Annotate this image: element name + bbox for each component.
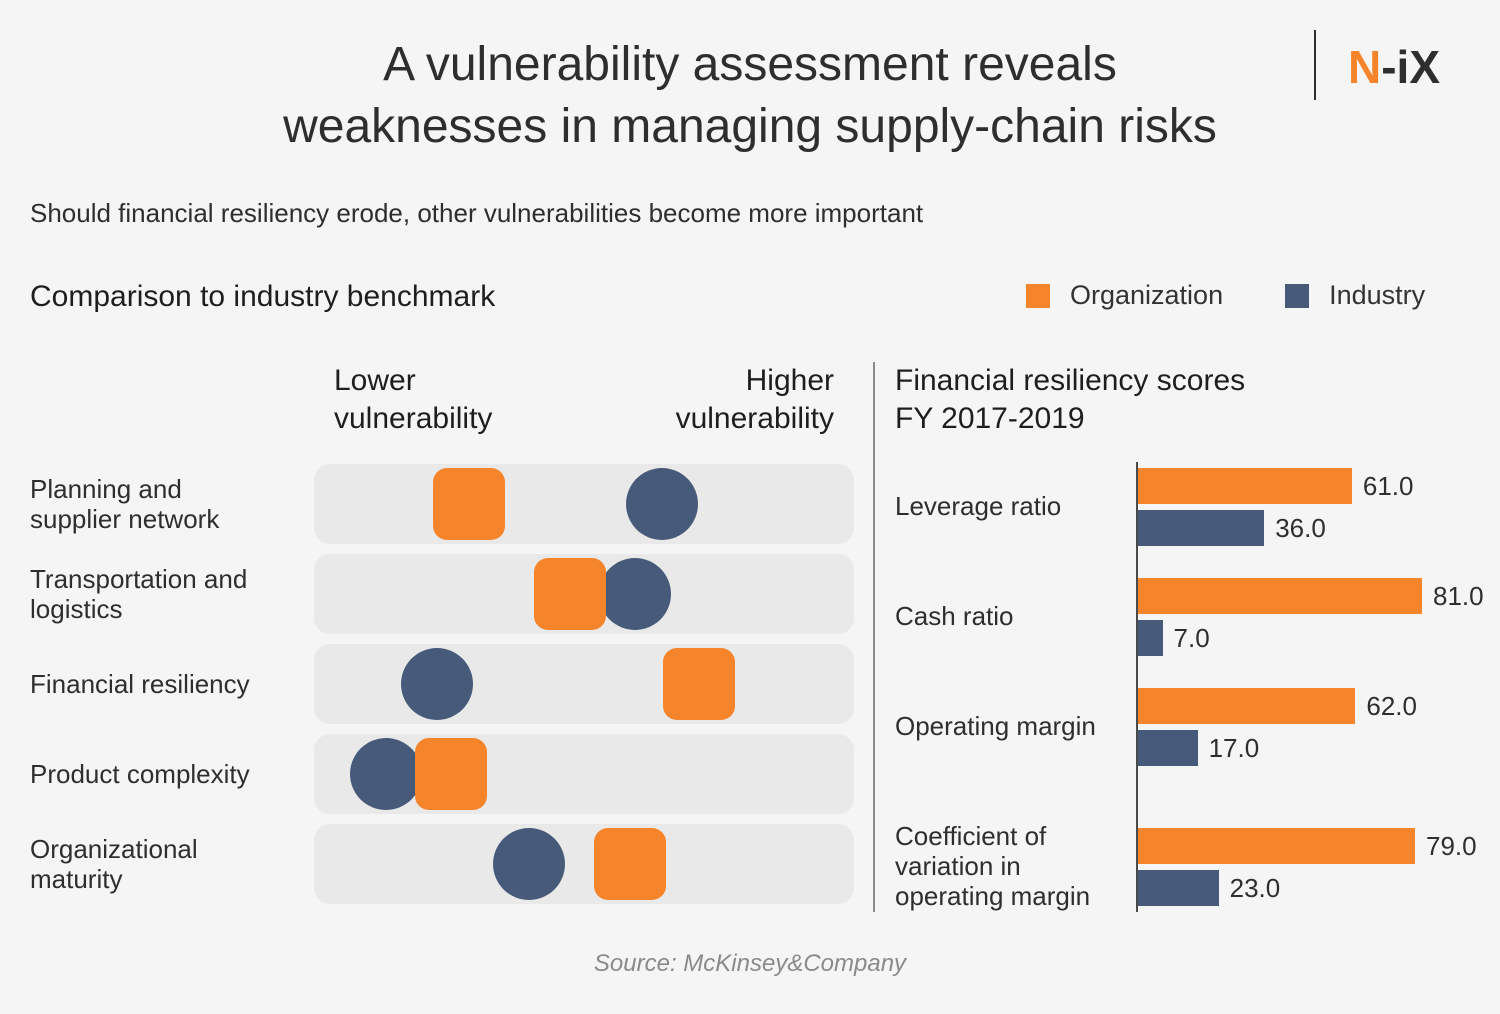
chart-divider bbox=[873, 362, 875, 912]
chart-title-line-2: weaknesses in managing supply-chain risk… bbox=[283, 100, 1217, 153]
row-label-transportation-and-logistics: Transportation and logistics bbox=[30, 564, 247, 624]
row-track-product-complexity bbox=[314, 734, 854, 814]
organization-marker-organizational-maturity bbox=[594, 828, 666, 900]
chart-title-line-1: A vulnerability assessment reveals bbox=[383, 38, 1117, 91]
source-note: Source: McKinsey&Company bbox=[593, 950, 907, 977]
legend-item-organization: Organization bbox=[1026, 280, 1223, 311]
row-label-planning-and-supplier-network: Planning and supplier network bbox=[30, 474, 219, 534]
axis-label-lower-line-2: vulnerability bbox=[334, 402, 493, 435]
axis-label-higher-vulnerability: Higher vulnerability bbox=[600, 362, 834, 438]
row-label-organizational-maturity: Organizational maturity bbox=[30, 834, 198, 894]
legend-item-industry: Industry bbox=[1285, 280, 1425, 311]
industry-marker-transportation-and-logistics bbox=[598, 558, 671, 630]
row-label-financial-resiliency: Financial resiliency bbox=[30, 669, 250, 699]
organization-bar-coefficient-of-variation-in-operating-margin bbox=[1138, 828, 1415, 864]
axis-label-lower-line-1: Lower bbox=[334, 364, 416, 397]
row-track-planning-and-supplier-network bbox=[314, 464, 854, 544]
organization-marker-financial-resiliency bbox=[663, 648, 735, 720]
row-label-line: Product complexity bbox=[30, 759, 250, 789]
row-label-line: maturity bbox=[30, 864, 123, 894]
organization-value-operating-margin: 62.0 bbox=[1366, 691, 1417, 721]
organization-marker-planning-and-supplier-network bbox=[433, 468, 505, 540]
financial-chart-title-line-1: Financial resiliency scores bbox=[895, 364, 1246, 397]
chart-title: A vulnerability assessment reveals weakn… bbox=[200, 34, 1300, 158]
financial-chart-title: Financial resiliency scores FY 2017-2019 bbox=[895, 362, 1245, 438]
industry-value-coefficient-of-variation-in-operating-margin: 23.0 bbox=[1229, 873, 1281, 903]
organization-bar-leverage-ratio bbox=[1138, 468, 1352, 504]
industry-value-cash-ratio: 7.0 bbox=[1173, 623, 1210, 653]
axis-label-higher-line-2: vulnerability bbox=[675, 402, 834, 435]
row-label-line: Transportation and bbox=[30, 564, 248, 594]
legend-swatch-industry bbox=[1285, 283, 1310, 308]
organization-bar-operating-margin bbox=[1138, 688, 1356, 724]
industry-bar-coefficient-of-variation-in-operating-margin bbox=[1138, 870, 1219, 906]
row-label-product-complexity: Product complexity bbox=[30, 759, 250, 789]
financial-label-line: operating margin bbox=[895, 881, 1091, 911]
financial-label-line: Cash ratio bbox=[895, 601, 1014, 631]
organization-value-coefficient-of-variation-in-operating-margin: 79.0 bbox=[1425, 831, 1477, 861]
legend: Organization Industry bbox=[1026, 280, 1425, 311]
financial-label-coefficient-of-variation-in-operating-margin: Coefficient of variation in operating marg… bbox=[895, 821, 1090, 911]
financial-label-line: Operating margin bbox=[895, 711, 1096, 741]
industry-value-leverage-ratio: 36.0 bbox=[1275, 513, 1326, 543]
legend-label-industry: Industry bbox=[1329, 280, 1426, 310]
financial-label-line: Coefficient of bbox=[895, 821, 1047, 851]
industry-bar-cash-ratio bbox=[1138, 620, 1163, 656]
financial-chart-axis bbox=[1136, 462, 1138, 912]
axis-label-higher-line-1: Higher bbox=[745, 364, 834, 397]
industry-bar-leverage-ratio bbox=[1138, 510, 1265, 546]
organization-marker-product-complexity bbox=[414, 738, 487, 810]
organization-marker-transportation-and-logistics bbox=[534, 558, 607, 630]
industry-marker-product-complexity bbox=[350, 738, 423, 810]
row-label-line: logistics bbox=[30, 594, 123, 624]
organization-value-cash-ratio: 81.0 bbox=[1433, 581, 1484, 611]
industry-value-operating-margin: 17.0 bbox=[1208, 733, 1260, 763]
industry-marker-financial-resiliency bbox=[400, 648, 473, 720]
row-label-line: Financial resiliency bbox=[30, 669, 250, 699]
section-title: Comparison to industry benchmark bbox=[30, 280, 496, 313]
financial-label-leverage-ratio: Leverage ratio bbox=[895, 491, 1061, 521]
brand-logo: N-iX bbox=[1348, 40, 1440, 94]
row-track-financial-resiliency bbox=[314, 644, 854, 724]
logo-letters-ix: -iX bbox=[1381, 41, 1441, 93]
row-label-line: Organizational bbox=[30, 834, 198, 864]
logo-letter-n: N bbox=[1348, 41, 1382, 93]
axis-label-lower-vulnerability: Lower vulnerability bbox=[334, 362, 492, 438]
financial-label-line: variation in bbox=[895, 851, 1021, 881]
row-track-transportation-and-logistics bbox=[314, 554, 854, 634]
row-label-line: supplier network bbox=[30, 504, 220, 534]
financial-label-cash-ratio: Cash ratio bbox=[895, 601, 1014, 631]
financial-label-operating-margin: Operating margin bbox=[895, 711, 1096, 741]
industry-marker-organizational-maturity bbox=[492, 828, 565, 900]
row-track-organizational-maturity bbox=[314, 824, 854, 904]
industry-bar-operating-margin bbox=[1138, 730, 1198, 766]
industry-marker-planning-and-supplier-network bbox=[626, 468, 699, 540]
organization-value-leverage-ratio: 61.0 bbox=[1362, 471, 1414, 501]
organization-bar-cash-ratio bbox=[1138, 578, 1422, 614]
chart-subtitle: Should financial resiliency erode, other… bbox=[30, 198, 924, 228]
financial-chart-title-line-2: FY 2017-2019 bbox=[895, 402, 1085, 435]
brand-divider bbox=[1314, 30, 1316, 100]
financial-label-line: Leverage ratio bbox=[895, 491, 1062, 521]
legend-label-organization: Organization bbox=[1070, 280, 1224, 310]
legend-swatch-organization bbox=[1026, 283, 1050, 308]
row-label-line: Planning and bbox=[30, 474, 182, 504]
